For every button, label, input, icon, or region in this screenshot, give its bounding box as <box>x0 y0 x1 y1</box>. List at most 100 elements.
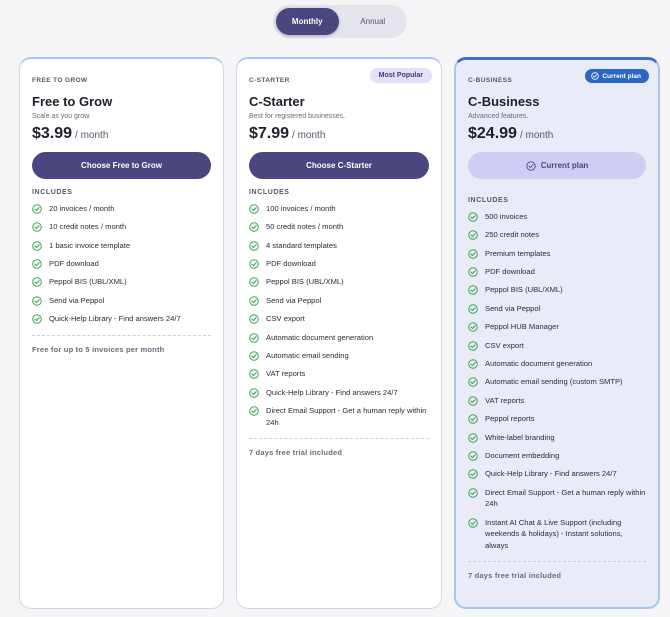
feature-item: Instant AI Chat & Live Support (includin… <box>468 517 646 552</box>
feature-item: 20 invoices / month <box>32 203 211 215</box>
check-circle-icon <box>468 304 478 314</box>
check-circle-icon <box>249 406 259 416</box>
feature-text: Send via Peppol <box>266 295 322 305</box>
plan-price: $7.99 <box>249 125 290 142</box>
feature-list: 500 invoices 250 credit notes Premium temp… <box>468 211 646 551</box>
check-circle-icon <box>468 487 478 498</box>
check-circle-icon <box>249 332 259 343</box>
feature-item: Send via Peppol <box>32 295 211 307</box>
check-circle-icon <box>468 432 478 443</box>
check-circle-icon <box>249 204 259 214</box>
divider <box>32 334 211 336</box>
plan-card-free-to-grow: FREE TO GROW Free to Grow Scale as you g… <box>19 57 224 609</box>
feature-item: PDF download <box>32 258 211 270</box>
choose-c-starter-button[interactable]: Choose C-Starter <box>249 152 429 179</box>
feature-item: Automatic email sending <box>249 350 429 362</box>
plan-price: $3.99 <box>32 125 73 142</box>
check-circle-icon <box>32 296 42 306</box>
includes-heading: INCLUDES <box>249 189 290 196</box>
check-circle-icon <box>249 369 259 380</box>
feature-item: Peppol reports <box>468 413 646 425</box>
feature-item: Automatic document generation <box>249 332 429 344</box>
feature-text: Direct Email Support - Get a human reply… <box>485 487 646 509</box>
feature-text: 50 credit notes / month <box>266 222 344 232</box>
includes-heading: INCLUDES <box>468 197 509 204</box>
feature-text: VAT reports <box>266 369 306 379</box>
choose-free-to-grow-button[interactable]: Choose Free to Grow <box>32 152 211 179</box>
plan-footnote: 7 days free trial included <box>468 571 562 581</box>
feature-text: PDF download <box>485 267 535 277</box>
divider <box>249 438 429 440</box>
check-circle-icon <box>468 377 478 388</box>
feature-item: Premium templates <box>468 248 646 260</box>
feature-text: 10 credit notes / month <box>49 222 127 232</box>
check-circle-icon <box>468 285 478 296</box>
feature-item: 1 basic invoice template <box>32 240 211 252</box>
feature-text: Peppol reports <box>485 414 535 424</box>
plan-period: / month <box>292 130 326 141</box>
feature-text: Quick-Help Library - Find answers 24/7 <box>49 314 181 324</box>
feature-text: Premium templates <box>485 248 551 258</box>
feature-text: 1 basic invoice template <box>49 240 131 250</box>
check-circle-icon <box>249 259 259 269</box>
check-circle-icon <box>468 359 478 369</box>
check-circle-icon <box>468 517 478 528</box>
feature-list: 20 invoices / month 10 credit notes / mon… <box>32 203 211 325</box>
feature-item: Send via Peppol <box>249 295 429 307</box>
feature-item: VAT reports <box>249 368 429 380</box>
feature-text: Peppol BIS (UBL/XML) <box>266 277 344 287</box>
plan-subtitle: Advanced features. <box>468 113 529 120</box>
feature-text: 500 invoices <box>485 211 528 221</box>
feature-item: 500 invoices <box>468 211 646 223</box>
plan-subtitle: Best for registered businesses. <box>249 113 346 120</box>
feature-text: 250 credit notes <box>485 230 540 240</box>
feature-text: Peppol BIS (UBL/XML) <box>49 277 127 287</box>
feature-text: CSV export <box>485 340 524 350</box>
feature-item: 50 credit notes / month <box>249 221 429 233</box>
plan-name: C-Business <box>468 94 540 109</box>
feature-text: Direct Email Support - Get a human reply… <box>266 406 427 427</box>
check-circle-icon <box>249 351 259 361</box>
check-circle-icon <box>249 240 259 251</box>
price-row: $24.99 / month <box>468 125 646 143</box>
check-circle-icon <box>32 277 42 288</box>
feature-item: Automatic email sending (custom SMTP) <box>468 376 646 388</box>
check-circle-icon <box>249 277 259 288</box>
feature-item: Direct Email Support - Get a human reply… <box>249 405 429 428</box>
plan-name: C-Starter <box>249 94 305 109</box>
current-plan-button[interactable]: Current plan <box>468 152 646 179</box>
feature-text: PDF download <box>49 259 99 269</box>
feature-text: PDF download <box>266 259 316 269</box>
plan-period: / month <box>75 130 109 141</box>
check-circle-icon <box>468 212 478 222</box>
check-circle-icon <box>591 72 600 80</box>
feature-item: PDF download <box>468 266 646 278</box>
feature-item: 10 credit notes / month <box>32 221 211 233</box>
feature-text: Send via Peppol <box>485 303 541 313</box>
check-circle-icon <box>32 240 42 251</box>
check-circle-icon <box>249 296 259 306</box>
price-row: $3.99 / month <box>32 125 211 143</box>
feature-list: 100 invoices / month 50 credit notes / mo… <box>249 203 429 428</box>
plan-subtitle: Scale as you grow. <box>32 113 91 120</box>
feature-text: 100 invoices / month <box>266 203 336 213</box>
check-circle-icon <box>468 248 478 259</box>
annual-option[interactable]: Annual <box>360 17 386 26</box>
plan-period: / month <box>519 130 554 141</box>
feature-item: Send via Peppol <box>468 303 646 315</box>
feature-item: Peppol HUB Manager <box>468 321 646 333</box>
check-circle-icon <box>32 204 42 214</box>
feature-text: Automatic document generation <box>485 359 593 369</box>
feature-text: 4 standard templates <box>266 240 337 250</box>
feature-text: White-label branding <box>485 432 555 442</box>
feature-text: Automatic document generation <box>266 332 374 342</box>
check-circle-icon <box>468 451 478 461</box>
feature-text: Quick-Help Library - Find answers 24/7 <box>266 387 398 397</box>
feature-item: Peppol BIS (UBL/XML) <box>32 276 211 288</box>
check-circle-icon <box>468 267 478 277</box>
feature-item: Peppol BIS (UBL/XML) <box>468 284 646 296</box>
feature-text: Send via Peppol <box>49 295 105 305</box>
monthly-option[interactable]: Monthly <box>276 8 339 35</box>
check-circle-icon <box>526 160 536 171</box>
plan-price: $24.99 <box>468 125 517 142</box>
